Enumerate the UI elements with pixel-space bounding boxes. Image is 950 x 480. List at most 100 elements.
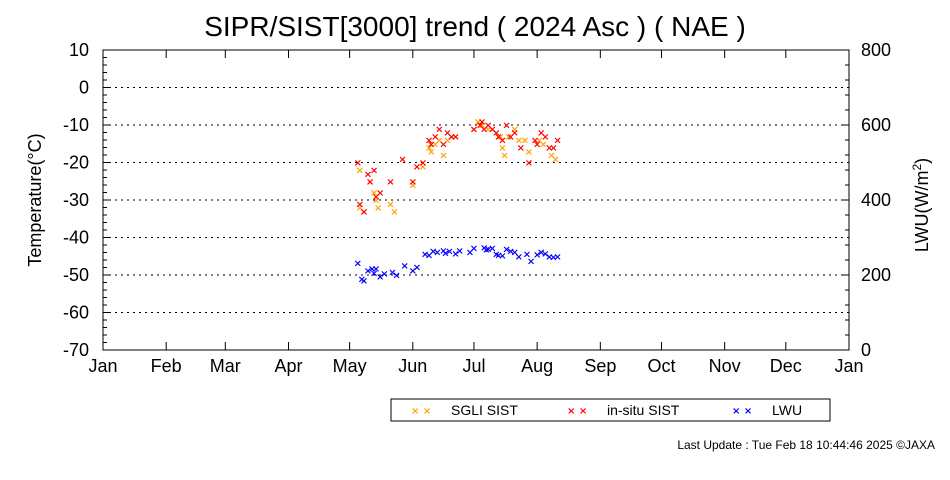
sgli-sist-point: ×	[447, 132, 455, 143]
in-situ-sist-point: ×	[545, 143, 553, 154]
sgli-sist-point: ×	[431, 139, 439, 150]
lwu-point: ×	[421, 250, 429, 261]
in-situ-sist-point: ×	[517, 143, 525, 154]
y-tick-label: -60	[63, 303, 89, 323]
lwu-point: ×	[537, 247, 545, 258]
y-tick-label: 0	[79, 78, 89, 98]
x-tick-label: Jan	[88, 356, 117, 376]
in-situ-sist-point: ×	[480, 124, 488, 135]
lwu-point: ×	[523, 250, 531, 261]
sgli-sist-point: ×	[496, 132, 504, 143]
in-situ-sist-point: ×	[425, 136, 433, 147]
lwu-point: ×	[429, 247, 437, 258]
x-tick-label: Jul	[462, 356, 485, 376]
lwu-point: ×	[466, 247, 474, 258]
lwu-point: ×	[425, 250, 433, 261]
in-situ-sist-point: ×	[533, 139, 541, 150]
lwu-point: ×	[533, 250, 541, 261]
sgli-sist-point: ×	[360, 207, 368, 218]
in-situ-sist-point: ×	[488, 124, 496, 135]
y-tick-label: -40	[63, 228, 89, 248]
x-tick-label: Jan	[834, 356, 863, 376]
x-tick-label: Sep	[584, 356, 616, 376]
in-situ-sist-point: ×	[435, 124, 443, 135]
in-situ-sist-point: ×	[413, 162, 421, 173]
in-situ-sist-point: ×	[366, 177, 374, 188]
y2-axis-title-sup: 2	[910, 164, 924, 171]
lwu-point: ×	[498, 251, 506, 262]
lwu-point: ×	[354, 259, 362, 270]
in-situ-sist-point: ×	[525, 158, 533, 169]
lwu-point: ×	[455, 246, 463, 257]
legend-label-insitu: in-situ SIST	[607, 402, 680, 418]
in-situ-sist-point: ×	[398, 154, 406, 165]
lwu-point: ×	[484, 244, 492, 255]
lwu-point: ×	[368, 264, 376, 275]
sgli-sist-point: ×	[515, 136, 523, 147]
sgli-sist-point: ×	[535, 136, 543, 147]
in-situ-sist-point: ×	[356, 199, 364, 210]
axis-ticks	[102, 49, 850, 351]
lwu-point: ×	[553, 252, 561, 263]
sgli-sist-point: ×	[525, 147, 533, 158]
sgli-sist-point: ×	[374, 203, 382, 214]
y2-tick-label: 200	[861, 265, 891, 285]
lwu-point: ×	[400, 261, 408, 272]
sgli-sist-point: ×	[372, 196, 380, 207]
y2-tick-label: 600	[861, 115, 891, 135]
lwu-point: ×	[372, 264, 380, 275]
sgli-sist-point: ×	[521, 136, 529, 147]
y-tick-label: -10	[63, 115, 89, 135]
lwu-point: ×	[392, 271, 400, 282]
lwu-point: ×	[482, 245, 490, 256]
sgli-sist-point: ×	[439, 151, 447, 162]
sgli-sist-point: ×	[356, 203, 364, 214]
legend-marker-insitu: × ×	[567, 406, 587, 417]
in-situ-sist-point: ×	[370, 166, 378, 177]
x-tick-label: May	[333, 356, 367, 376]
gridlines	[103, 87, 849, 313]
sgli-sist-point: ×	[435, 136, 443, 147]
sgli-sist-point: ×	[370, 188, 378, 199]
lwu-point: ×	[549, 253, 557, 264]
sgli-sist-point: ×	[484, 124, 492, 135]
in-situ-sist-point: ×	[451, 132, 459, 143]
y-tick-label: -30	[63, 190, 89, 210]
x-tick-label: Nov	[709, 356, 741, 376]
lwu-point: ×	[488, 244, 496, 255]
y-tick-label: -20	[63, 153, 89, 173]
sgli-sist-point: ×	[474, 117, 482, 128]
x-tick-label: Jun	[398, 356, 427, 376]
sgli-sist-point: ×	[427, 147, 435, 158]
y2-axis-title: LWU(W/m2)	[910, 158, 932, 252]
sgli-sist-point: ×	[500, 151, 508, 162]
chart-title: SIPR/SIST[3000] trend ( 2024 Asc ) ( NAE…	[204, 11, 746, 42]
sgli-sist-point: ×	[366, 177, 374, 188]
y-tick-label: -50	[63, 265, 89, 285]
sgli-sist-point: ×	[478, 121, 486, 132]
in-situ-sist-point: ×	[360, 207, 368, 218]
lwu-point: ×	[451, 249, 459, 260]
in-situ-sist-point: ×	[541, 132, 549, 143]
x-tick-label: Apr	[274, 356, 302, 376]
in-situ-sist-point: ×	[498, 136, 506, 147]
y-tick-label: 10	[69, 40, 89, 60]
sgli-sist-point: ×	[511, 124, 519, 135]
sgli-sist-point: ×	[409, 181, 417, 192]
y2-axis-title-end: )	[912, 158, 932, 164]
lwu-point: ×	[470, 244, 478, 255]
in-situ-sist-point: ×	[470, 124, 478, 135]
in-situ-sist-point: ×	[409, 177, 417, 188]
y-tick-label: -70	[63, 340, 89, 360]
legend-marker-sgli: × ×	[411, 406, 431, 417]
sgli-sist-point: ×	[488, 124, 496, 135]
in-situ-sist-point: ×	[484, 121, 492, 132]
in-situ-sist-point: ×	[443, 128, 451, 139]
in-situ-sist-point: ×	[531, 136, 539, 147]
in-situ-sist-point: ×	[431, 132, 439, 143]
in-situ-sist-point: ×	[386, 177, 394, 188]
lwu-point: ×	[492, 250, 500, 261]
sgli-sist-point: ×	[425, 143, 433, 154]
in-situ-sist-point: ×	[478, 117, 486, 128]
lwu-point: ×	[441, 248, 449, 259]
